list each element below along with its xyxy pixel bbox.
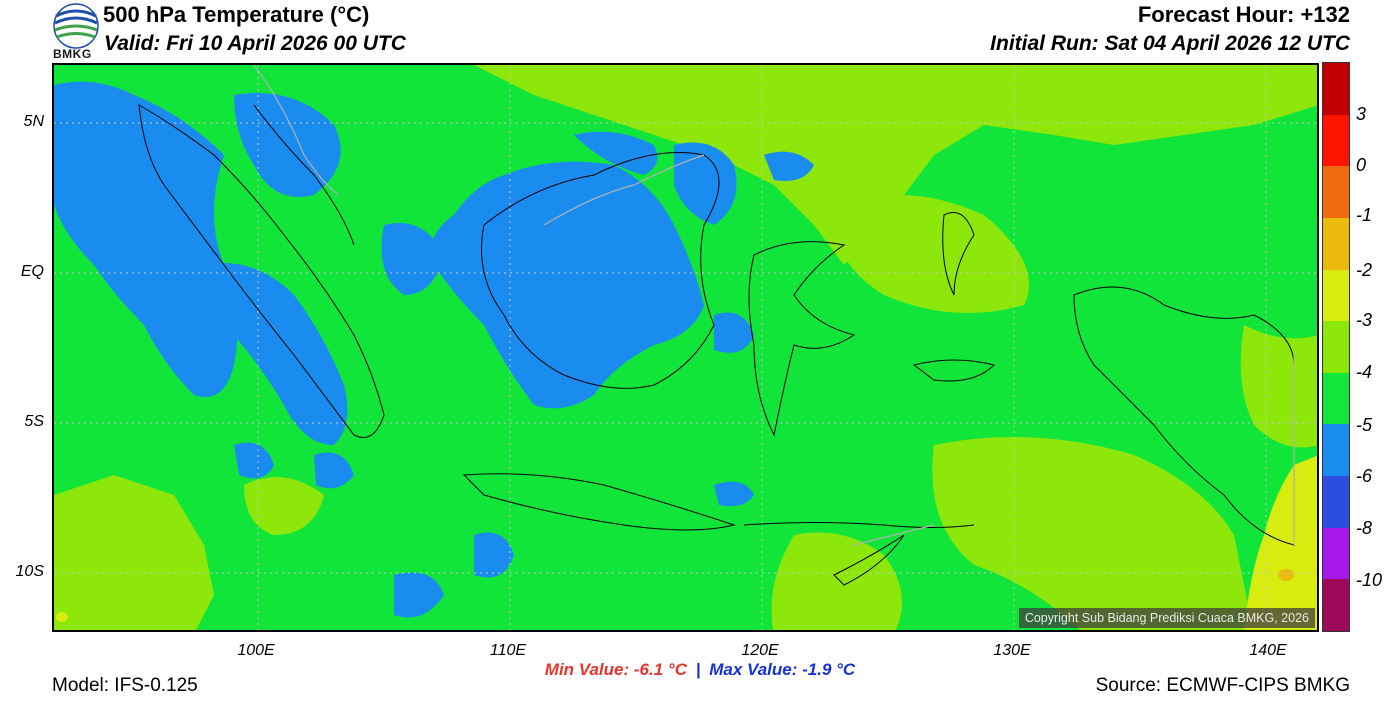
- y-tick-label: 5N: [23, 113, 44, 130]
- java-coast: [462, 473, 736, 531]
- min-value: Min Value: -6.1 °C: [544, 660, 687, 679]
- colorbar-swatch: [1323, 166, 1349, 218]
- nusa-tenggara-coast: [743, 522, 975, 528]
- borneo-coast: [481, 152, 720, 389]
- colorbar-swatch: [1323, 476, 1349, 528]
- colorbar-label: -5: [1356, 415, 1373, 435]
- stats-separator: |: [695, 660, 701, 679]
- x-tick-label: 110E: [489, 642, 527, 659]
- x-tick-label: 130E: [993, 642, 1031, 659]
- malay-peninsula-coast: [253, 104, 355, 246]
- bmkg-logo-icon: [53, 3, 99, 49]
- x-tick-label: 100E: [237, 642, 275, 659]
- colorbar-label: -1: [1356, 205, 1373, 225]
- colorbar: [1322, 62, 1350, 632]
- initial-run: Initial Run: Sat 04 April 2026 12 UTC: [990, 32, 1350, 55]
- timor-border: [853, 524, 935, 546]
- country-borders: [253, 65, 1295, 546]
- forecast-hour: Forecast Hour: +132: [1137, 2, 1350, 27]
- graticule: [54, 65, 1317, 630]
- colorbar-label: -10: [1356, 570, 1383, 590]
- map-canvas: [54, 65, 1317, 630]
- cool-regions: [54, 81, 814, 618]
- papua-coast: [1073, 286, 1295, 546]
- peninsula-border: [253, 65, 340, 196]
- borneo-border: [543, 154, 705, 226]
- model-label: Model: IFS-0.125: [52, 675, 198, 696]
- warm-regions: [56, 455, 1317, 630]
- colorbar-label: -6: [1356, 466, 1373, 486]
- colorbar-swatch: [1323, 63, 1349, 115]
- valid-time: Valid: Fri 10 April 2026 00 UTC: [104, 32, 406, 55]
- y-tick-label: 10S: [15, 563, 44, 580]
- max-value: Max Value: -1.9 °C: [709, 660, 856, 679]
- copyright-notice: Copyright Sub Bidang Prediksi Cuaca BMKG…: [1018, 608, 1315, 628]
- timor-coast: [833, 534, 905, 586]
- colorbar-label: -4: [1356, 362, 1373, 382]
- map-title: 500 hPa Temperature (°C): [103, 2, 370, 27]
- colorbar-swatch: [1323, 321, 1349, 373]
- colorbar-label: -3: [1356, 310, 1373, 330]
- seram-coast: [912, 359, 995, 382]
- temperature-map: Copyright Sub Bidang Prediksi Cuaca BMKG…: [52, 63, 1319, 632]
- y-tick-label: 5S: [24, 413, 44, 430]
- logo-text: BMKG: [53, 47, 92, 61]
- mild-regions: [54, 65, 1317, 630]
- colorbar-swatch: [1323, 527, 1349, 580]
- colorbar-swatch: [1323, 579, 1349, 631]
- colorbar-label: -2: [1356, 260, 1373, 280]
- x-tick-label: 140E: [1249, 642, 1287, 659]
- colorbar-label: -8: [1356, 518, 1373, 538]
- halmahera-coast: [942, 212, 975, 296]
- y-tick-label: EQ: [20, 263, 44, 280]
- colorbar-swatch: [1323, 114, 1349, 167]
- source-label: Source: ECMWF-CIPS BMKG: [1095, 675, 1350, 696]
- sulawesi-coast: [748, 241, 856, 437]
- x-tick-label: 120E: [741, 642, 779, 659]
- colorbar-label: 3: [1356, 104, 1367, 124]
- sumatra-coast: [138, 104, 385, 438]
- min-max-stats: Min Value: -6.1 °C | Max Value: -1.9 °C: [0, 660, 1400, 680]
- colorbar-swatch: [1323, 372, 1349, 425]
- colorbar-swatch: [1323, 269, 1349, 322]
- coastlines: [138, 104, 1295, 586]
- colorbar-swatch: [1323, 217, 1349, 270]
- colorbar-swatch: [1323, 424, 1349, 476]
- colorbar-label: 0: [1356, 155, 1367, 175]
